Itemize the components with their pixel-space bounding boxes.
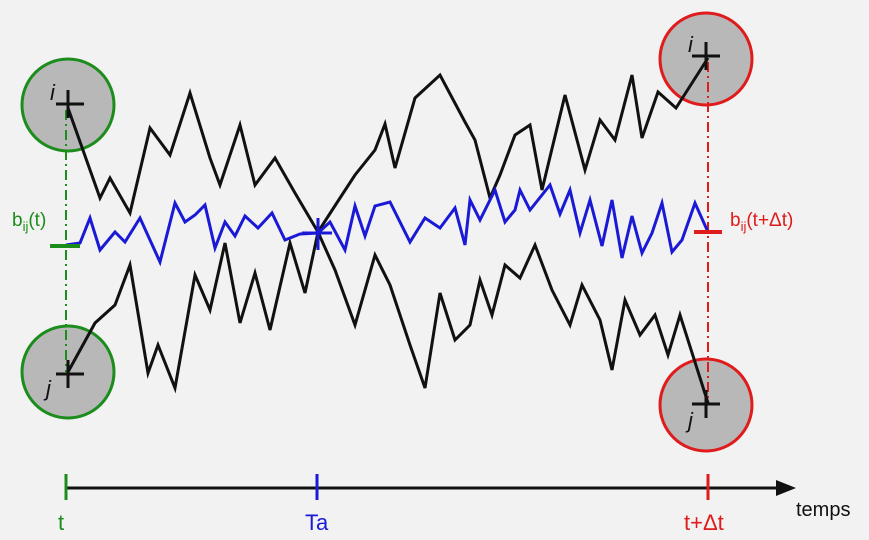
particle-j-start-label: j (43, 376, 52, 401)
particle-i-end-label: i (688, 32, 694, 57)
particle-j-end-cross (692, 390, 720, 418)
b-ij-trajectory (65, 181, 710, 267)
b-ij-end-label: bij(t+Δt) (730, 210, 793, 234)
b-ij-start-label: bij(t) (12, 210, 46, 234)
time-axis-label: temps (796, 499, 850, 521)
tick-ta-label: Ta (305, 510, 329, 535)
particle-j-start-cross (56, 360, 84, 388)
tick-tdt-label: t+Δt (684, 510, 724, 535)
time-axis-arrowhead (776, 480, 796, 496)
particle-j-trajectory (66, 227, 710, 404)
particle-i-start-label: i (50, 80, 56, 105)
particle-i-start-cross (56, 90, 84, 118)
particle-i-trajectory (66, 57, 710, 235)
crossing-point-cross (302, 218, 332, 250)
particle-j-end-label: j (685, 408, 694, 433)
particle-i-end-cross (692, 42, 720, 70)
tick-t-label: t (58, 510, 64, 535)
